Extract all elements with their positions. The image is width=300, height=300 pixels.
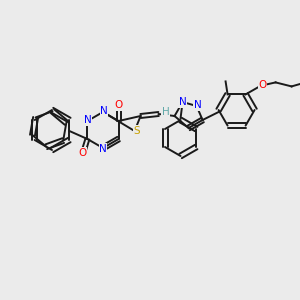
Text: O: O bbox=[259, 80, 267, 90]
Text: N: N bbox=[179, 97, 187, 107]
Text: N: N bbox=[99, 144, 107, 154]
Text: N: N bbox=[83, 115, 91, 125]
Text: N: N bbox=[100, 106, 108, 116]
Text: N: N bbox=[194, 100, 202, 110]
Text: H: H bbox=[162, 107, 170, 117]
Text: O: O bbox=[115, 100, 123, 110]
Text: O: O bbox=[78, 148, 86, 158]
Text: S: S bbox=[133, 126, 140, 136]
